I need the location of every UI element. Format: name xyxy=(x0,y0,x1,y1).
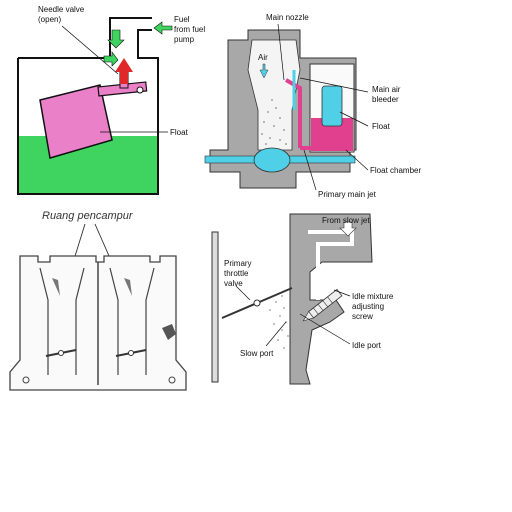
leader-idle-port xyxy=(299,313,351,345)
fuel-passage xyxy=(285,78,302,148)
label-air: Air xyxy=(258,53,268,62)
label-ruang-pencampur: Ruang pencampur xyxy=(42,210,134,222)
float-cyan xyxy=(321,85,343,127)
panel-float-needle-valve: Needle valve (open) Fuel from fuel pump … xyxy=(17,5,205,195)
label-primary-2: throttle xyxy=(224,269,249,278)
label-idle-mix-2: adjusting xyxy=(352,302,384,311)
mount-hole-left xyxy=(22,376,30,384)
flow-arrow-right xyxy=(103,51,119,67)
label-float: Float xyxy=(170,128,189,137)
air-arrow xyxy=(259,63,269,79)
label-primary-1: Primary xyxy=(224,259,252,268)
label-main-air-bleeder-2: bleeder xyxy=(372,95,399,104)
leader-main-nozzle xyxy=(277,23,285,81)
panel-main-nozzle: Main nozzle Air Main air bleeder Float F… xyxy=(204,13,421,199)
idle-mixture-screw xyxy=(302,288,343,322)
label-needle-valve: Needle valve xyxy=(38,5,85,14)
flow-arrow-down xyxy=(107,29,125,49)
label-fuel-3: pump xyxy=(174,35,195,44)
bore-wall-left xyxy=(211,231,219,383)
label-idle-port: Idle port xyxy=(352,341,382,350)
panel-idle-port: From slow jet Primary throttle valve Idl… xyxy=(211,213,394,385)
mount-hole-right xyxy=(168,376,176,384)
panel-mixing-chamber: Ruang pencampur xyxy=(9,210,187,391)
throttle-shaft-right xyxy=(128,350,134,356)
label-needle-valve-state: (open) xyxy=(38,15,61,24)
leader-main-jet xyxy=(303,149,317,191)
lever-pivot xyxy=(136,86,144,94)
label-float-chamber: Float chamber xyxy=(370,166,421,175)
label-float-2: Float xyxy=(372,122,391,131)
venturi xyxy=(247,39,301,151)
slow-jet-arrow xyxy=(339,221,357,237)
fuel-inlet-pipe xyxy=(109,17,152,48)
slow-passage xyxy=(308,230,354,300)
leader-float xyxy=(339,111,369,127)
float-body xyxy=(39,84,113,159)
throttle-shaft-left xyxy=(58,350,64,356)
fuel-spray xyxy=(261,99,287,145)
label-main-nozzle: Main nozzle xyxy=(266,13,309,22)
red-arrow-up xyxy=(115,58,133,84)
label-fuel-1: Fuel xyxy=(174,15,190,24)
idle-housing xyxy=(289,213,373,385)
leader-idle-screw xyxy=(333,289,351,297)
leader-throttle-valve xyxy=(235,285,251,301)
label-fuel-2: from fuel xyxy=(174,25,205,34)
leader-air-bleeder xyxy=(299,77,369,93)
leader-float-chamber xyxy=(345,149,369,171)
flow-arrow-in xyxy=(153,21,173,35)
leader-slow-port xyxy=(265,321,287,347)
label-idle-mix-1: Idle mixture xyxy=(352,292,394,301)
label-idle-mix-3: screw xyxy=(352,312,373,321)
linkage xyxy=(162,324,176,340)
throttle-plate xyxy=(253,147,291,173)
label-primary-main-jet: Primary main jet xyxy=(318,190,377,199)
leader-needle-valve xyxy=(61,25,119,75)
label-slow-port: Slow port xyxy=(240,349,274,358)
label-from-slow-jet: From slow jet xyxy=(322,216,370,225)
throttle-valve-shaft xyxy=(253,299,261,307)
label-primary-3: valve xyxy=(224,279,243,288)
label-main-air-bleeder-1: Main air xyxy=(372,85,401,94)
